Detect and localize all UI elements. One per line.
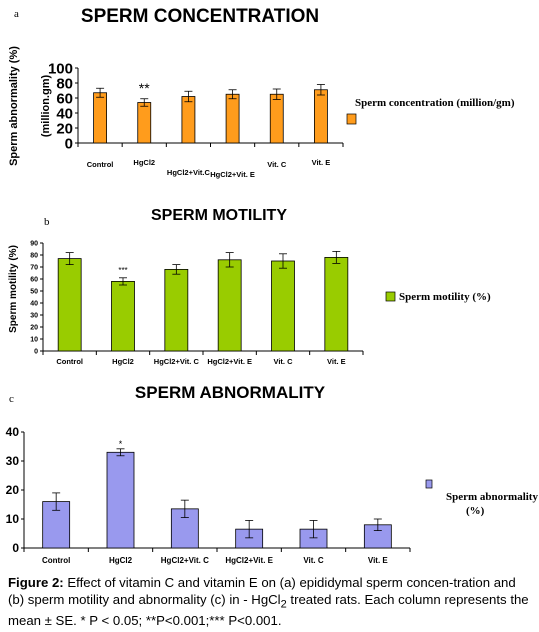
chart-a-bar-2 xyxy=(137,102,152,144)
chart-b-ytick-label-90: 90 xyxy=(30,240,38,247)
chart-b-ytick-label-60: 60 xyxy=(30,276,38,283)
chart-c-ytick-label-30: 30 xyxy=(6,454,20,468)
chart-a-category-label-3: HgCl2+Vit.C xyxy=(167,168,211,177)
chart-a-category-label-2: HgCl2 xyxy=(133,158,155,167)
chart-c-legend-label-line-2: (%) xyxy=(466,505,485,517)
chart-c-panel-label: c xyxy=(9,393,14,405)
chart-c-bar-2 xyxy=(106,451,135,549)
chart-a-bar-4 xyxy=(225,93,240,144)
chart-c-category-label-5: Vit. C xyxy=(303,556,324,565)
chart-a-legend-label: Sperm concentration (million/gm) xyxy=(355,97,515,109)
caption-text-1: Effect of vitamin C and vitamin E on (a)… xyxy=(8,575,516,607)
chart-a-ytick-label-80: 80 xyxy=(56,75,73,92)
chart-b-ytick-label-50: 50 xyxy=(30,288,38,295)
chart-a-category-label-1: Control xyxy=(87,160,114,169)
chart-c-ytick-label-10: 10 xyxy=(6,512,20,526)
chart-a-bar-5 xyxy=(269,93,284,144)
chart-b-legend-label: Sperm motility (%) xyxy=(399,291,491,303)
chart-c-ytick-label-20: 20 xyxy=(6,483,20,497)
chart-c-category-label-1: Control xyxy=(42,556,70,565)
chart-a-ytick-label-0: 0 xyxy=(65,135,73,152)
chart-b-ytick-label-0: 0 xyxy=(34,348,38,355)
chart-a-category-label-4: HgCl2+Vit. E xyxy=(210,170,255,179)
chart-a-ylabel-1: Sperm abnormality (%) xyxy=(8,46,20,166)
caption-label: Figure 2: xyxy=(8,575,64,590)
chart-b-bar-2 xyxy=(111,280,135,352)
chart-b-ytick-label-10: 10 xyxy=(30,336,38,343)
chart-b-significance-2: *** xyxy=(118,266,127,275)
chart-b-ytick-label-80: 80 xyxy=(30,252,38,259)
chart-a-significance-2: ** xyxy=(139,80,150,96)
chart-c-ytick-label-0: 0 xyxy=(12,541,19,555)
chart-b-ytick-label-70: 70 xyxy=(30,264,38,271)
chart-a-category-label-5: Vit. C xyxy=(267,160,287,169)
chart-c-category-label-6: Vit. E xyxy=(368,556,389,565)
chart-b-ytick-label-20: 20 xyxy=(30,324,38,331)
chart-c-ytick-label-40: 40 xyxy=(6,425,20,439)
chart-b-bar-6 xyxy=(324,256,349,352)
chart-a-ytick-label-100: 100 xyxy=(48,60,73,77)
caption-subscript: 2 xyxy=(280,598,287,611)
chart-b-category-label-2: HgCl2 xyxy=(112,357,134,366)
chart-a-ylabel-2: (million.gm) xyxy=(40,75,52,138)
chart-a-bar-3 xyxy=(181,96,196,144)
chart-b-category-label-5: Vit. C xyxy=(273,357,293,366)
chart-b-category-label-1: Control xyxy=(56,357,83,366)
chart-c-legend-swatch xyxy=(425,479,433,489)
chart-a-category-label-6: Vit. E xyxy=(312,158,331,167)
chart-b-ytick-label-40: 40 xyxy=(30,300,38,307)
chart-a-ytick-label-60: 60 xyxy=(56,90,73,107)
chart-b-panel-label: b xyxy=(44,216,50,228)
chart-a-title: SPERM CONCENTRATION xyxy=(81,6,319,27)
chart-a-ytick-label-40: 40 xyxy=(56,105,73,122)
caption-text-2: treated rats. Each column represents the… xyxy=(8,591,529,628)
chart-b-bar-5 xyxy=(271,260,295,352)
chart-b-legend-swatch xyxy=(385,291,396,302)
chart-c-category-label-4: HgCl2+Vit. E xyxy=(225,556,273,565)
chart-b-title: SPERM MOTILITY xyxy=(151,207,287,224)
chart-a-legend-swatch xyxy=(346,113,357,125)
chart-b-bar-3 xyxy=(164,268,189,352)
chart-c-title: SPERM ABNORMALITY xyxy=(135,383,326,402)
chart-b-category-label-4: HgCl2+Vit. E xyxy=(207,357,252,366)
chart-b-ylabel-1: Sperm motility (%) xyxy=(8,245,19,333)
chart-b-ytick-label-30: 30 xyxy=(30,312,38,319)
chart-b-bar-4 xyxy=(217,259,242,352)
chart-b-bar-1 xyxy=(57,258,82,352)
chart-b-category-label-3: HgCl2+Vit. C xyxy=(154,357,200,366)
chart-a-panel-label: a xyxy=(14,8,19,20)
chart-c-category-label-3: HgCl2+Vit. C xyxy=(161,556,209,565)
chart-a-ytick-label-20: 20 xyxy=(56,120,73,137)
figure-caption: Figure 2: Effect of vitamin C and vitami… xyxy=(8,575,534,629)
chart-c-significance-2: * xyxy=(119,439,123,449)
chart-a-bar-6 xyxy=(314,89,328,144)
figure-canvas: SPERM CONCENTRATION a Sperm abnormality (%… xyxy=(6,6,539,565)
chart-c-legend-label-line-1: Sperm abnormality xyxy=(446,491,538,503)
chart-c-category-label-2: HgCl2 xyxy=(109,556,133,565)
chart-b-category-label-6: Vit. E xyxy=(327,357,346,366)
chart-a-bar-1 xyxy=(93,92,107,144)
